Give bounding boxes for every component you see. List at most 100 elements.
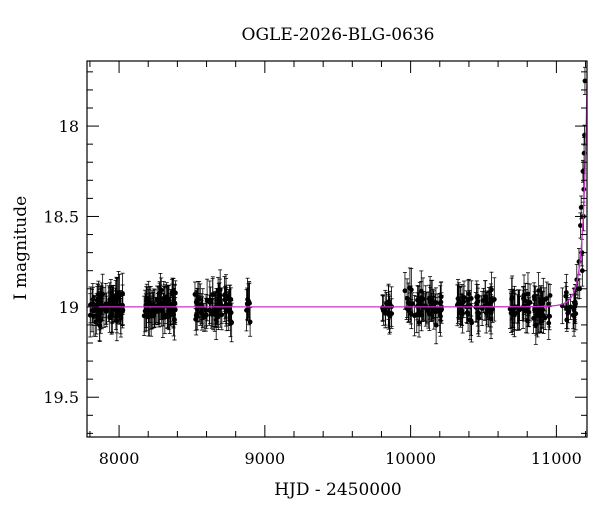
point-marker <box>526 309 532 315</box>
point-marker <box>170 289 175 295</box>
data-points <box>87 66 587 345</box>
point-marker <box>193 316 199 322</box>
point-marker <box>382 306 388 312</box>
point-marker <box>245 297 251 302</box>
data-point <box>112 287 118 323</box>
point-marker <box>421 303 427 309</box>
data-point <box>193 308 199 331</box>
point-marker <box>107 299 113 304</box>
point-marker <box>489 287 494 292</box>
data-point <box>103 283 109 325</box>
data-point <box>164 282 170 312</box>
point-marker <box>475 293 481 299</box>
data-point <box>157 281 163 306</box>
data-point <box>118 296 124 335</box>
point-marker <box>103 301 109 307</box>
x-tick-label: 11000 <box>531 449 582 468</box>
data-point <box>433 287 439 318</box>
point-marker <box>487 309 493 315</box>
point-marker <box>547 313 553 319</box>
data-point <box>435 293 441 327</box>
point-marker <box>532 307 538 313</box>
point-marker <box>564 305 569 310</box>
point-marker <box>416 302 422 308</box>
data-point <box>458 300 464 326</box>
data-point <box>571 288 577 332</box>
point-marker <box>429 298 435 303</box>
data-point <box>526 297 532 328</box>
point-marker <box>157 290 163 296</box>
data-point <box>97 291 103 316</box>
y-axis-label: I magnitude <box>11 196 31 300</box>
x-tick-label: 10000 <box>385 449 436 468</box>
point-marker <box>116 290 121 296</box>
data-point <box>577 278 583 299</box>
chart-title: OGLE-2026-BLG-0636 <box>242 25 435 45</box>
point-marker <box>483 310 489 316</box>
point-marker <box>461 294 467 300</box>
data-point <box>491 277 497 322</box>
point-marker <box>213 317 219 323</box>
data-point <box>208 286 213 313</box>
point-marker <box>539 311 545 317</box>
point-marker <box>197 302 203 308</box>
data-point <box>517 289 522 330</box>
point-marker <box>217 296 222 302</box>
point-marker <box>193 313 199 319</box>
point-marker <box>571 307 577 313</box>
point-marker <box>433 322 439 328</box>
y-tick-label: 19 <box>59 298 79 317</box>
data-point <box>540 290 546 316</box>
data-point <box>425 291 431 329</box>
x-tick-label: 9000 <box>244 449 285 468</box>
data-point <box>382 289 388 329</box>
point-marker <box>204 312 209 318</box>
point-marker <box>167 313 173 318</box>
data-point <box>416 292 422 318</box>
data-point <box>408 268 414 312</box>
data-point <box>224 291 230 332</box>
point-marker <box>540 300 546 306</box>
point-marker <box>517 307 522 313</box>
data-point <box>475 299 481 335</box>
point-marker <box>542 315 548 321</box>
point-marker <box>97 300 103 306</box>
point-marker <box>194 299 199 304</box>
data-point <box>412 295 417 337</box>
point-marker <box>565 310 571 316</box>
point-marker <box>521 303 527 309</box>
point-marker <box>578 205 584 210</box>
point-marker <box>458 310 464 316</box>
point-marker <box>118 312 124 318</box>
data-point <box>510 288 516 332</box>
point-marker <box>466 291 472 297</box>
point-marker <box>580 168 586 174</box>
point-marker <box>425 307 431 313</box>
point-marker <box>408 287 414 293</box>
x-axis-label: HJD - 2450000 <box>274 480 402 500</box>
axis-ticks <box>87 61 587 437</box>
data-point <box>245 277 251 322</box>
point-marker <box>546 320 552 326</box>
point-marker <box>87 302 93 308</box>
point-marker <box>433 300 439 306</box>
point-marker <box>491 297 497 302</box>
data-point <box>194 290 199 313</box>
point-marker <box>148 302 154 307</box>
data-point <box>564 286 569 329</box>
model-curve-line <box>87 83 587 308</box>
point-marker <box>142 308 148 314</box>
data-point <box>148 285 154 323</box>
data-point <box>210 278 216 312</box>
data-point <box>169 296 175 326</box>
y-tick-labels: 18 18.5 19 19.5 <box>43 117 79 407</box>
data-point <box>483 292 489 334</box>
point-marker <box>482 298 488 303</box>
point-marker <box>524 318 530 323</box>
point-marker <box>430 305 436 311</box>
point-marker <box>90 296 96 302</box>
data-point <box>142 289 148 333</box>
data-point <box>531 302 536 334</box>
y-tick-label: 18 <box>59 117 79 136</box>
